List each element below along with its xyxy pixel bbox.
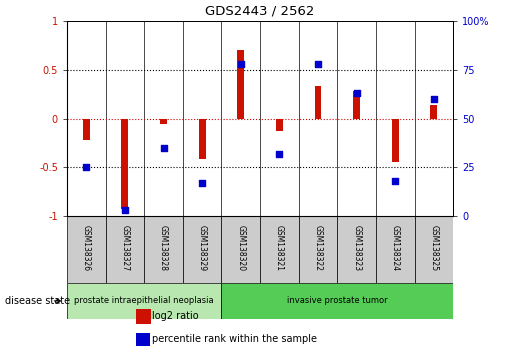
- Point: [275, 151, 283, 156]
- Text: percentile rank within the sample: percentile rank within the sample: [152, 335, 317, 344]
- Bar: [392, 119, 399, 162]
- Bar: [315, 86, 321, 119]
- Text: invasive prostate tumor: invasive prostate tumor: [287, 296, 388, 306]
- Bar: [136, 333, 150, 346]
- Point: [82, 165, 91, 170]
- Text: GSM138328: GSM138328: [159, 225, 168, 271]
- Bar: [144, 216, 183, 283]
- Text: log2 ratio: log2 ratio: [152, 312, 199, 321]
- Point: [236, 61, 245, 67]
- Bar: [183, 216, 221, 283]
- Text: GSM138320: GSM138320: [236, 225, 245, 271]
- Bar: [221, 283, 453, 319]
- Point: [121, 207, 129, 213]
- Text: disease state: disease state: [5, 296, 70, 306]
- Bar: [276, 119, 283, 131]
- Bar: [260, 216, 299, 283]
- Title: GDS2443 / 2562: GDS2443 / 2562: [205, 4, 315, 17]
- Point: [159, 145, 167, 151]
- Bar: [337, 216, 376, 283]
- Bar: [221, 216, 260, 283]
- Point: [352, 91, 360, 96]
- Bar: [353, 91, 360, 119]
- Bar: [67, 283, 221, 319]
- Bar: [83, 119, 90, 140]
- Text: GSM138325: GSM138325: [430, 225, 438, 271]
- Text: GSM138329: GSM138329: [198, 225, 207, 271]
- Text: GSM138324: GSM138324: [391, 225, 400, 271]
- Bar: [415, 216, 453, 283]
- Text: prostate intraepithelial neoplasia: prostate intraepithelial neoplasia: [74, 296, 214, 306]
- Text: GSM138326: GSM138326: [82, 225, 91, 271]
- Point: [198, 180, 206, 186]
- Point: [430, 96, 438, 102]
- Bar: [376, 216, 415, 283]
- Bar: [237, 51, 244, 119]
- Bar: [122, 119, 128, 209]
- Bar: [199, 119, 205, 160]
- Bar: [67, 216, 106, 283]
- Bar: [106, 216, 144, 283]
- Point: [314, 61, 322, 67]
- Point: [391, 178, 400, 184]
- Bar: [160, 119, 167, 125]
- Bar: [431, 105, 437, 119]
- Text: GSM138327: GSM138327: [121, 225, 129, 271]
- Bar: [136, 309, 151, 324]
- Text: GSM138323: GSM138323: [352, 225, 361, 271]
- Text: GSM138322: GSM138322: [314, 225, 322, 271]
- Text: GSM138321: GSM138321: [275, 225, 284, 271]
- Bar: [299, 216, 337, 283]
